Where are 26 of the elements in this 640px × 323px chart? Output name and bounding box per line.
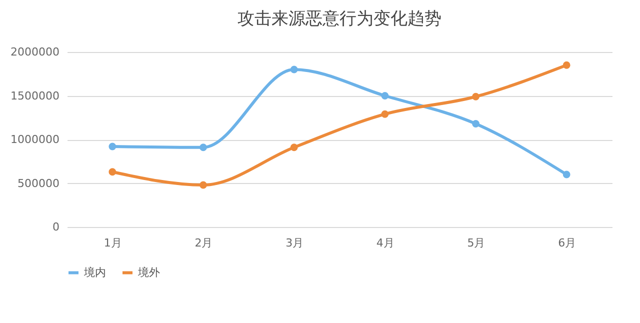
y-tick-label: 1000000 [10,133,60,146]
point [108,168,116,176]
point [562,61,570,69]
point [381,92,389,100]
x-tick-label: 2月 [194,236,213,250]
x-tick-label: 5月 [467,236,486,250]
point [562,170,570,178]
point [381,110,389,118]
point [472,120,480,128]
y-tick-label: 1500000 [10,89,60,102]
y-tick-label: 2000000 [10,46,60,58]
point [290,66,298,74]
y-tick-label: 500000 [18,176,60,190]
chart-title: 攻击来源恶意行为变化趋势 [238,9,442,29]
point [108,142,116,150]
point [200,181,207,189]
x-tick-label: 6月 [558,236,576,250]
y-tick-label: 0 [52,220,60,234]
x-tick-label: 1月 [104,236,122,250]
x-tick-label: 4月 [376,236,394,250]
legend-label: 境内 [83,266,106,279]
x-tick-label: 3月 [286,236,304,250]
legend-label: 境外 [137,266,160,279]
point [472,92,480,100]
point [200,144,207,152]
point [290,144,298,152]
